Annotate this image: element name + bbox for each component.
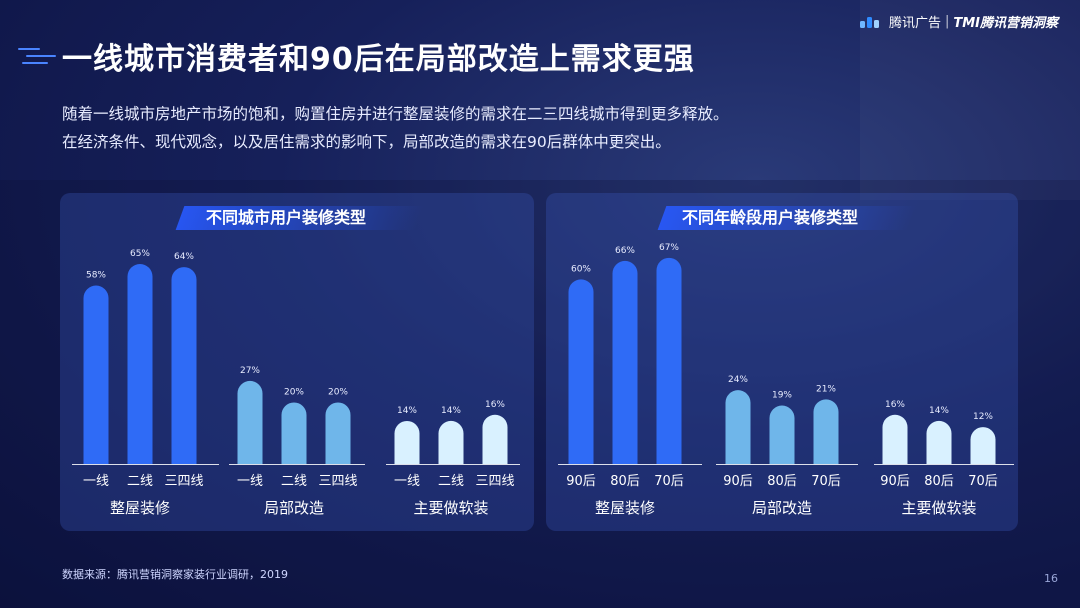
chart-title-city: 不同城市用户装修类型 — [206, 208, 367, 227]
tick-label: 70后 — [654, 474, 684, 489]
tick-label: 一线 — [394, 474, 420, 489]
description-line-1: 随着一线城市房地产市场的饱和，购置住房并进行整屋装修的需求在二三四线城市得到更多… — [62, 105, 729, 123]
tick-label: 二线 — [281, 474, 307, 489]
bar — [171, 267, 197, 464]
tick-label: 90后 — [723, 474, 753, 489]
data-label: 60% — [571, 264, 591, 274]
bar — [813, 399, 839, 464]
bar — [83, 285, 109, 464]
data-label: 12% — [973, 412, 993, 422]
data-label: 21% — [816, 384, 836, 394]
tick-label: 70后 — [811, 474, 841, 489]
description-line-2: 在经济条件、现代观念，以及居住需求的影响下，局部改造的需求在90后群体中更突出。 — [62, 133, 671, 151]
tick-label: 90后 — [566, 474, 596, 489]
data-label: 67% — [659, 243, 679, 253]
data-label: 58% — [86, 271, 106, 281]
data-label: 19% — [772, 391, 792, 401]
tick-label: 三四线 — [475, 474, 514, 489]
data-label: 14% — [929, 406, 949, 416]
tencent-ads-logo-icon — [859, 16, 879, 28]
bar — [127, 264, 153, 464]
tick-label: 二线 — [127, 474, 153, 489]
bar — [568, 279, 594, 464]
group-label: 主要做软装 — [413, 499, 488, 517]
data-label: 14% — [441, 406, 461, 416]
logo-brand-text: 腾讯广告 — [888, 16, 941, 31]
logo-separator: | — [944, 14, 950, 29]
data-source: 数据来源：腾讯营销洞察家装行业调研，2019 — [62, 568, 288, 581]
title-accent-lines — [18, 44, 56, 68]
bar — [438, 420, 464, 464]
data-label: 14% — [397, 406, 417, 416]
bar — [656, 257, 682, 464]
page-number: 16 — [1044, 572, 1058, 585]
bar — [237, 380, 263, 464]
group-label: 主要做软装 — [901, 499, 976, 517]
bar — [325, 402, 351, 464]
tick-label: 70后 — [968, 474, 998, 489]
tick-label: 80后 — [767, 474, 797, 489]
bar — [725, 390, 751, 464]
tick-label: 三四线 — [164, 474, 203, 489]
data-label: 20% — [328, 387, 348, 397]
bar — [482, 414, 508, 464]
data-label: 64% — [174, 252, 194, 262]
tick-label: 一线 — [83, 474, 109, 489]
tick-label: 三四线 — [318, 474, 357, 489]
tick-label: 80后 — [610, 474, 640, 489]
logo-product-text: TMI腾讯营销洞察 — [953, 16, 1058, 31]
bar — [769, 405, 795, 464]
data-label: 16% — [485, 400, 505, 410]
group-label: 整屋装修 — [595, 499, 655, 517]
bar — [882, 414, 908, 464]
data-label: 27% — [240, 366, 260, 376]
tick-label: 80后 — [924, 474, 954, 489]
group-label: 局部改造 — [752, 499, 812, 517]
group-label: 局部改造 — [264, 499, 324, 517]
chart-title-age: 不同年龄段用户装修类型 — [682, 208, 859, 227]
data-label: 65% — [130, 249, 150, 259]
group-label: 整屋装修 — [110, 499, 170, 517]
brand-logo: 腾讯广告 | TMI腾讯营销洞察 — [859, 12, 1058, 31]
data-label: 16% — [885, 400, 905, 410]
tick-label: 二线 — [438, 474, 464, 489]
tick-label: 一线 — [237, 474, 263, 489]
bar — [926, 420, 952, 464]
data-label: 20% — [284, 387, 304, 397]
tick-label: 90后 — [880, 474, 910, 489]
bar — [612, 260, 638, 464]
data-label: 66% — [615, 246, 635, 256]
bar — [281, 402, 307, 464]
bar — [394, 420, 420, 464]
description: 随着一线城市房地产市场的饱和，购置住房并进行整屋装修的需求在二三四线城市得到更多… — [62, 100, 729, 156]
data-label: 24% — [728, 375, 748, 385]
bar — [970, 427, 996, 464]
page-title: 一线城市消费者和90后在局部改造上需求更强 — [62, 42, 695, 77]
